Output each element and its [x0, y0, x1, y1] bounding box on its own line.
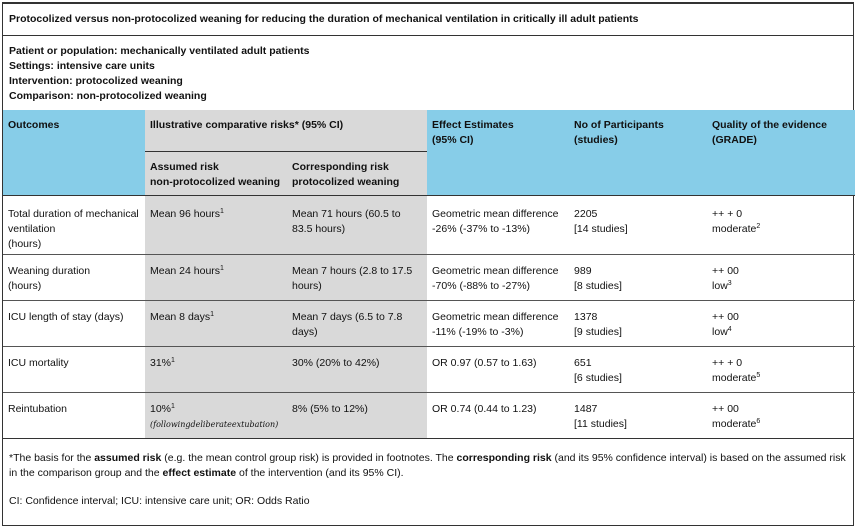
quality-cell: ++ + 0 moderate5: [707, 345, 856, 392]
header-assumed-risk: Assumed risk non-protocolized weaning: [145, 151, 287, 195]
outcome-cell: ICU length of stay (days): [3, 299, 145, 346]
header-participants: No of Participants (studies): [569, 110, 708, 195]
effect-estimate-cell: Geometric mean difference -70% (-88% to -…: [427, 253, 570, 300]
corresponding-risk-cell: 30% (20% to 42%): [287, 345, 428, 392]
corresponding-risk-cell: Mean 71 hours (60.5 to 83.5 hours): [287, 194, 428, 254]
table-title: Protocolized versus non-protocolized wea…: [3, 3, 853, 36]
effect-estimate-cell: OR 0.74 (0.44 to 1.23): [427, 391, 570, 438]
table-row: Total duration of mechanical ventilation…: [3, 194, 856, 254]
settings-line: Settings: intensive care units: [9, 60, 155, 72]
population-line: Patient or population: mechanically vent…: [9, 45, 310, 57]
population-block: Patient or population: mechanically vent…: [3, 36, 853, 110]
table-row: ICU mortality 31%1 30% (20% to 42%) OR 0.97…: [3, 345, 856, 392]
abbreviations: CI: Confidence interval; ICU: intensive …: [9, 495, 310, 507]
findings-table: Outcomes Illustrative comparative risks*…: [3, 110, 856, 438]
header-corresponding-risk: Corresponding risk protocolized weaning: [287, 151, 428, 195]
quality-cell: ++ 00 low3: [707, 253, 856, 300]
footnote: *The basis for the assumed risk (e.g. th…: [3, 438, 853, 484]
corresponding-risk-cell: Mean 7 hours (2.8 to 17.5 hours): [287, 253, 428, 300]
participants-cell: 2205 [14 studies]: [569, 194, 708, 254]
intervention-line: Intervention: protocolized weaning: [9, 75, 183, 87]
assumed-risk-cell: Mean 96 hours1: [145, 194, 287, 254]
comparison-line: Comparison: non-protocolized weaning: [9, 90, 207, 102]
table-row: Weaning duration (hours) Mean 24 hours1 Mea…: [3, 253, 856, 300]
corresponding-risk-cell: 8% (5% to 12%): [287, 391, 428, 438]
assumed-risk-cell: Mean 24 hours1: [145, 253, 287, 300]
participants-cell: 651 [6 studies]: [569, 345, 708, 392]
outcome-cell: Reintubation: [3, 391, 145, 438]
header-effect-estimates: Effect Estimates (95% CI): [427, 110, 570, 195]
participants-cell: 1487 [11 studies]: [569, 391, 708, 438]
effect-estimate-cell: OR 0.97 (0.57 to 1.63): [427, 345, 570, 392]
effect-estimate-cell: Geometric mean difference -11% (-19% to -…: [427, 299, 570, 346]
table-body: Total duration of mechanical ventilation…: [3, 194, 856, 438]
corresponding-risk-cell: Mean 7 days (6.5 to 7.8 days): [287, 299, 428, 346]
assumed-risk-cell: Mean 8 days1: [145, 299, 287, 346]
outcome-cell: Weaning duration (hours): [3, 253, 145, 300]
table-row: ICU length of stay (days) Mean 8 days1 Mea…: [3, 299, 856, 346]
outcome-cell: Total duration of mechanical ventilation…: [3, 194, 145, 254]
participants-cell: 1378 [9 studies]: [569, 299, 708, 346]
header-quality: Quality of the evidence (GRADE): [707, 110, 856, 195]
outcome-cell: ICU mortality: [3, 345, 145, 392]
quality-cell: ++ 00 moderate6: [707, 391, 856, 438]
assumed-risk-cell: 10%1 (followingdeliberateextubation): [145, 391, 287, 438]
table-row: Reintubation 10%1 (followingdeliberateextu…: [3, 391, 856, 438]
quality-cell: ++ 00 low4: [707, 299, 856, 346]
effect-estimate-cell: Geometric mean difference -26% (-37% to -…: [427, 194, 570, 254]
participants-cell: 989 [8 studies]: [569, 253, 708, 300]
header-illustrative-risks: Illustrative comparative risks* (95% CI): [145, 110, 428, 152]
assumed-risk-cell: 31%1: [145, 345, 287, 392]
header-outcomes: Outcomes: [3, 110, 145, 195]
quality-cell: ++ + 0 moderate2: [707, 194, 856, 254]
